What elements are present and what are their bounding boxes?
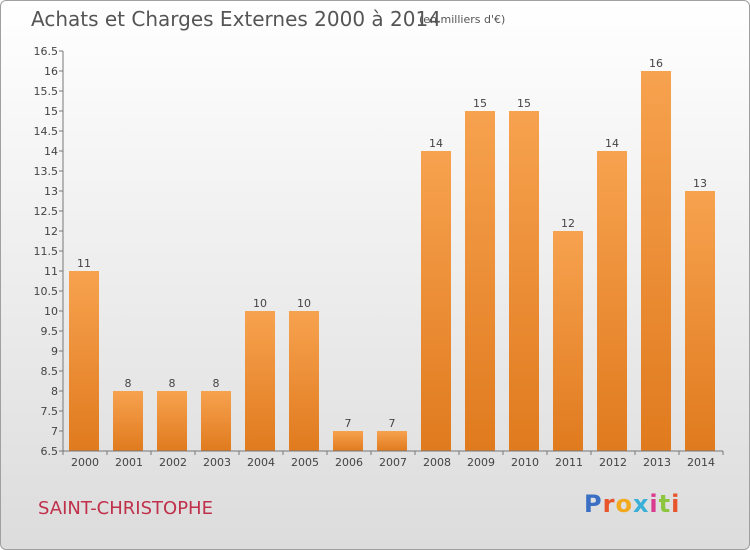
proxiti-logo[interactable]: Proxiti — [584, 490, 680, 518]
x-tick-label: 2005 — [291, 456, 319, 469]
x-tick-label: 2003 — [203, 456, 231, 469]
y-tick-label: 13.5 — [34, 165, 59, 178]
y-tick-label: 11.5 — [34, 245, 59, 258]
bar-value-label: 11 — [77, 257, 91, 270]
bar-2012 — [597, 151, 627, 451]
x-tick-label: 2006 — [335, 456, 363, 469]
bar-2004 — [245, 311, 275, 451]
x-tick-label: 2001 — [115, 456, 143, 469]
bar-value-label: 14 — [605, 137, 619, 150]
logo-letter: t — [658, 490, 672, 518]
bar-2000 — [69, 271, 99, 451]
logo-letter: P — [584, 490, 603, 518]
chart-title: Achats et Charges Externes 2000 à 2014 — [31, 7, 441, 31]
logo-letter: i — [671, 490, 681, 518]
logo-letter: r — [602, 490, 616, 518]
bar-2001 — [113, 391, 143, 451]
y-tick-label: 10.5 — [34, 285, 59, 298]
x-tick-label: 2013 — [643, 456, 671, 469]
bar-value-label: 12 — [561, 217, 575, 230]
bar-value-label: 8 — [169, 377, 176, 390]
bar-2013 — [641, 71, 671, 451]
bar-value-label: 8 — [125, 377, 132, 390]
bar-2011 — [553, 231, 583, 451]
bar-value-label: 7 — [345, 417, 352, 430]
x-tick-label: 2008 — [423, 456, 451, 469]
bar-2006 — [333, 431, 363, 451]
logo-letter: x — [632, 490, 650, 518]
bar-2002 — [157, 391, 187, 451]
bar-2007 — [377, 431, 407, 451]
bar-2005 — [289, 311, 319, 451]
x-tick-label: 2012 — [599, 456, 627, 469]
bar-2008 — [421, 151, 451, 451]
y-tick-label: 13 — [44, 185, 58, 198]
y-tick-label: 10 — [44, 305, 58, 318]
bar-2014 — [685, 191, 715, 451]
y-tick-label: 12.5 — [34, 205, 59, 218]
bar-2009 — [465, 111, 495, 451]
y-tick-label: 16.5 — [34, 45, 59, 58]
x-tick-label: 2011 — [555, 456, 583, 469]
y-tick-label: 8.5 — [41, 365, 59, 378]
bar-2010 — [509, 111, 539, 451]
y-tick-label: 7 — [51, 425, 58, 438]
x-tick-label: 2004 — [247, 456, 275, 469]
bar-value-label: 14 — [429, 137, 443, 150]
y-tick-label: 9.5 — [41, 325, 59, 338]
chart-subtitle: (en milliers d'€) — [419, 13, 506, 26]
commune-name: SAINT-CHRISTOPHE — [38, 498, 213, 519]
y-tick-label: 9 — [51, 345, 58, 358]
bar-2003 — [201, 391, 231, 451]
x-tick-label: 2002 — [159, 456, 187, 469]
bar-value-label: 16 — [649, 57, 663, 70]
bar-value-label: 10 — [253, 297, 267, 310]
bar-value-label: 15 — [473, 97, 487, 110]
x-tick-label: 2007 — [379, 456, 407, 469]
x-tick-label: 2014 — [687, 456, 715, 469]
bar-value-label: 15 — [517, 97, 531, 110]
x-tick-label: 2000 — [71, 456, 99, 469]
bars: 11 8 8 8 10 10 7 7 14 15 15 12 14 16 13 — [69, 57, 715, 451]
y-tick-label: 14 — [44, 145, 58, 158]
y-tick-label: 8 — [51, 385, 58, 398]
y-tick-label: 16 — [44, 65, 58, 78]
logo-letter: i — [649, 490, 659, 518]
y-tick-label: 11 — [44, 265, 58, 278]
y-tick-label: 7.5 — [41, 405, 59, 418]
x-tick-label: 2009 — [467, 456, 495, 469]
logo-letter: o — [615, 490, 633, 518]
x-axis: 2000 2001 2002 2003 2004 2005 2006 2007 2008 2009… — [62, 450, 724, 469]
y-tick-label: 12 — [44, 225, 58, 238]
bar-value-label: 8 — [213, 377, 220, 390]
y-tick-label: 15.5 — [34, 85, 59, 98]
y-tick-label: 6.5 — [41, 445, 59, 458]
bar-value-label: 13 — [693, 177, 707, 190]
bar-value-label: 10 — [297, 297, 311, 310]
y-tick-label: 14.5 — [34, 125, 59, 138]
y-axis: 6.5 7 7.5 8 8.5 9 9.5 10 10.5 11 11.5 12 12.5 13 13.5 1… — [34, 45, 64, 458]
bar-value-label: 7 — [389, 417, 396, 430]
x-tick-label: 2010 — [511, 456, 539, 469]
y-tick-label: 15 — [44, 105, 58, 118]
